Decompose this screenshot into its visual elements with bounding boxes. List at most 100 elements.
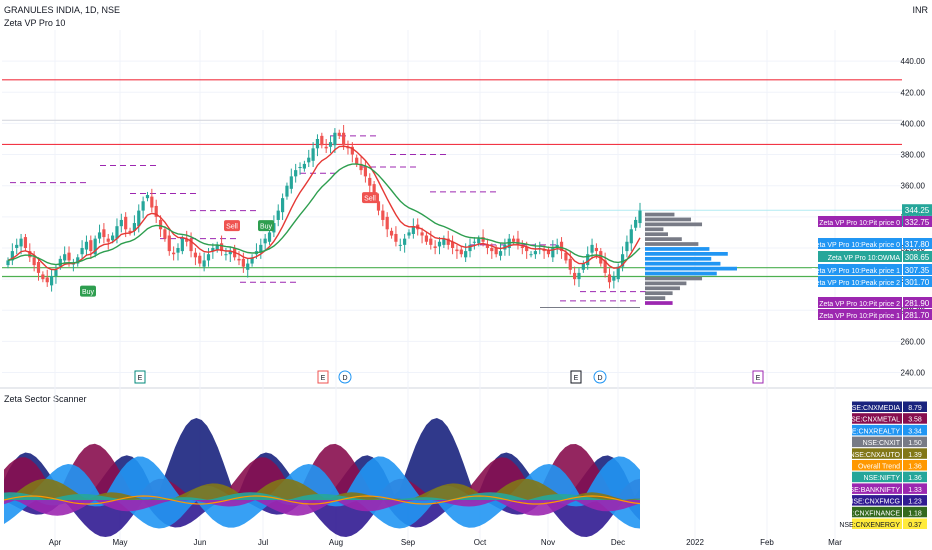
volume-profile-bar [645,286,680,291]
scanner-legend-value: 8.79 [908,405,922,412]
scanner-legend-value: 1.23 [908,499,922,506]
event-marker-label: E [756,375,761,382]
dividend-event-marker [593,370,607,384]
peak-name-label: Zeta VP Pro 10:Peak price 1 [811,268,900,275]
owma-name-badge [818,251,902,262]
candle-body [250,257,254,264]
scanner-legend-badge [852,448,902,459]
volume-profile-bar [645,271,717,276]
scanner-legend-value: 1.36 [908,475,922,482]
candle-body [525,246,529,252]
sell-signal-label: Sell [226,224,238,231]
candle-body [219,243,224,252]
candle-body [398,244,402,246]
peak-value-label: 317.80 [905,240,930,249]
x-tick-label: Jun [194,538,207,547]
volume-profile-bar [645,247,710,251]
scanner-legend-name: NSE:BANKNIFTY [844,487,900,494]
scanner-legend-value-badge [903,483,927,494]
dividend-event-marker [338,370,352,384]
peak-value-label: 301.70 [905,278,930,287]
event-marker-label: E [574,375,579,382]
scanner-legend-value: 1.39 [908,452,922,459]
candle-body [63,254,67,261]
scanner-legend-name: NSE:CNXMEDIA [847,405,901,412]
x-tick-label: Apr [49,538,62,547]
candle-body [328,142,333,147]
candle-body [498,251,503,256]
candle-body [529,254,533,256]
scanner-area [4,456,640,500]
x-tick-label: 2022 [686,538,704,547]
candle-body [520,246,524,248]
candle-body [36,261,41,273]
candle-body [616,266,620,280]
event-marker-label: E [321,375,326,382]
candle-body [472,241,476,243]
candle-body [145,195,150,199]
scanner-legend-value-badge [903,495,927,506]
peak-name-label: Zeta VP Pro 10:Peak price 2 [811,280,900,287]
event-marker-label: E [138,375,143,382]
candle-body [603,260,607,273]
scanner-legend-name: NSE:CNXFMCG [848,499,900,506]
candle-body [394,233,398,242]
candle-body [485,244,490,248]
candle-body [464,251,468,258]
candle-body [350,146,354,155]
candle-body [385,216,389,230]
candle-body [564,252,568,261]
candle-body [298,167,302,169]
peak-name-badge [818,238,902,249]
currency-label: INR [912,5,929,15]
candle-body [594,247,599,252]
owma-name-label: Zeta VP Pro 10:OWMA [828,255,901,262]
scanner-legend-badge [852,518,902,529]
candle-body [551,247,555,258]
volume-profile-bar [645,301,673,305]
scanner-legend-value: 3.34 [908,428,922,435]
candle-body [84,241,89,250]
x-tick-label: May [112,538,127,547]
sell-signal-label: Sell [364,196,376,203]
x-tick-label: Dec [611,538,625,547]
x-tick-label: Aug [329,538,343,547]
peak-name-label: Zeta VP Pro 10:Peak price 0 [811,242,900,249]
candle-body [89,240,93,252]
volume-profile-bar [645,261,721,266]
candle-body [429,238,433,245]
peak-value-badge [903,276,932,287]
last-price-value: 344.25 [905,206,930,215]
peak-value-badge [903,264,932,275]
candle-body [128,230,132,233]
scanner-legend-badge [852,483,902,494]
earnings-event-marker [317,370,329,384]
y-tick-label: 240.00 [901,369,926,378]
volume-profile-bar [645,212,675,217]
chart-symbol-title: GRANULES INDIA, 1D, NSE [4,5,121,15]
pit-value-badge [903,297,932,308]
candle-body [193,252,198,258]
candle-body [93,238,97,255]
candle-body [625,241,629,252]
volume-profile-bar [645,242,699,246]
candle-body [185,238,189,242]
scanner-legend-name: Overall Trend [858,464,900,471]
scanner-area [4,500,640,516]
candle-body [442,238,446,245]
scanner-legend-name: NSE:CNXIT [863,440,901,447]
candle-body [411,226,415,234]
candle-body [19,238,23,247]
indicator-title: Zeta VP Pro 10 [4,18,66,28]
scanner-legend-badge [852,495,902,506]
candle-body [516,238,520,245]
scanner-legend-name: NSE:CNXENERGY [839,522,900,529]
candle-body [58,258,62,267]
candle-body [490,247,494,252]
peak-value-label: 307.35 [905,266,930,275]
candle-body [420,232,424,236]
candle-body [119,219,123,227]
x-tick-label: Feb [760,538,774,547]
candle-body [320,135,324,146]
